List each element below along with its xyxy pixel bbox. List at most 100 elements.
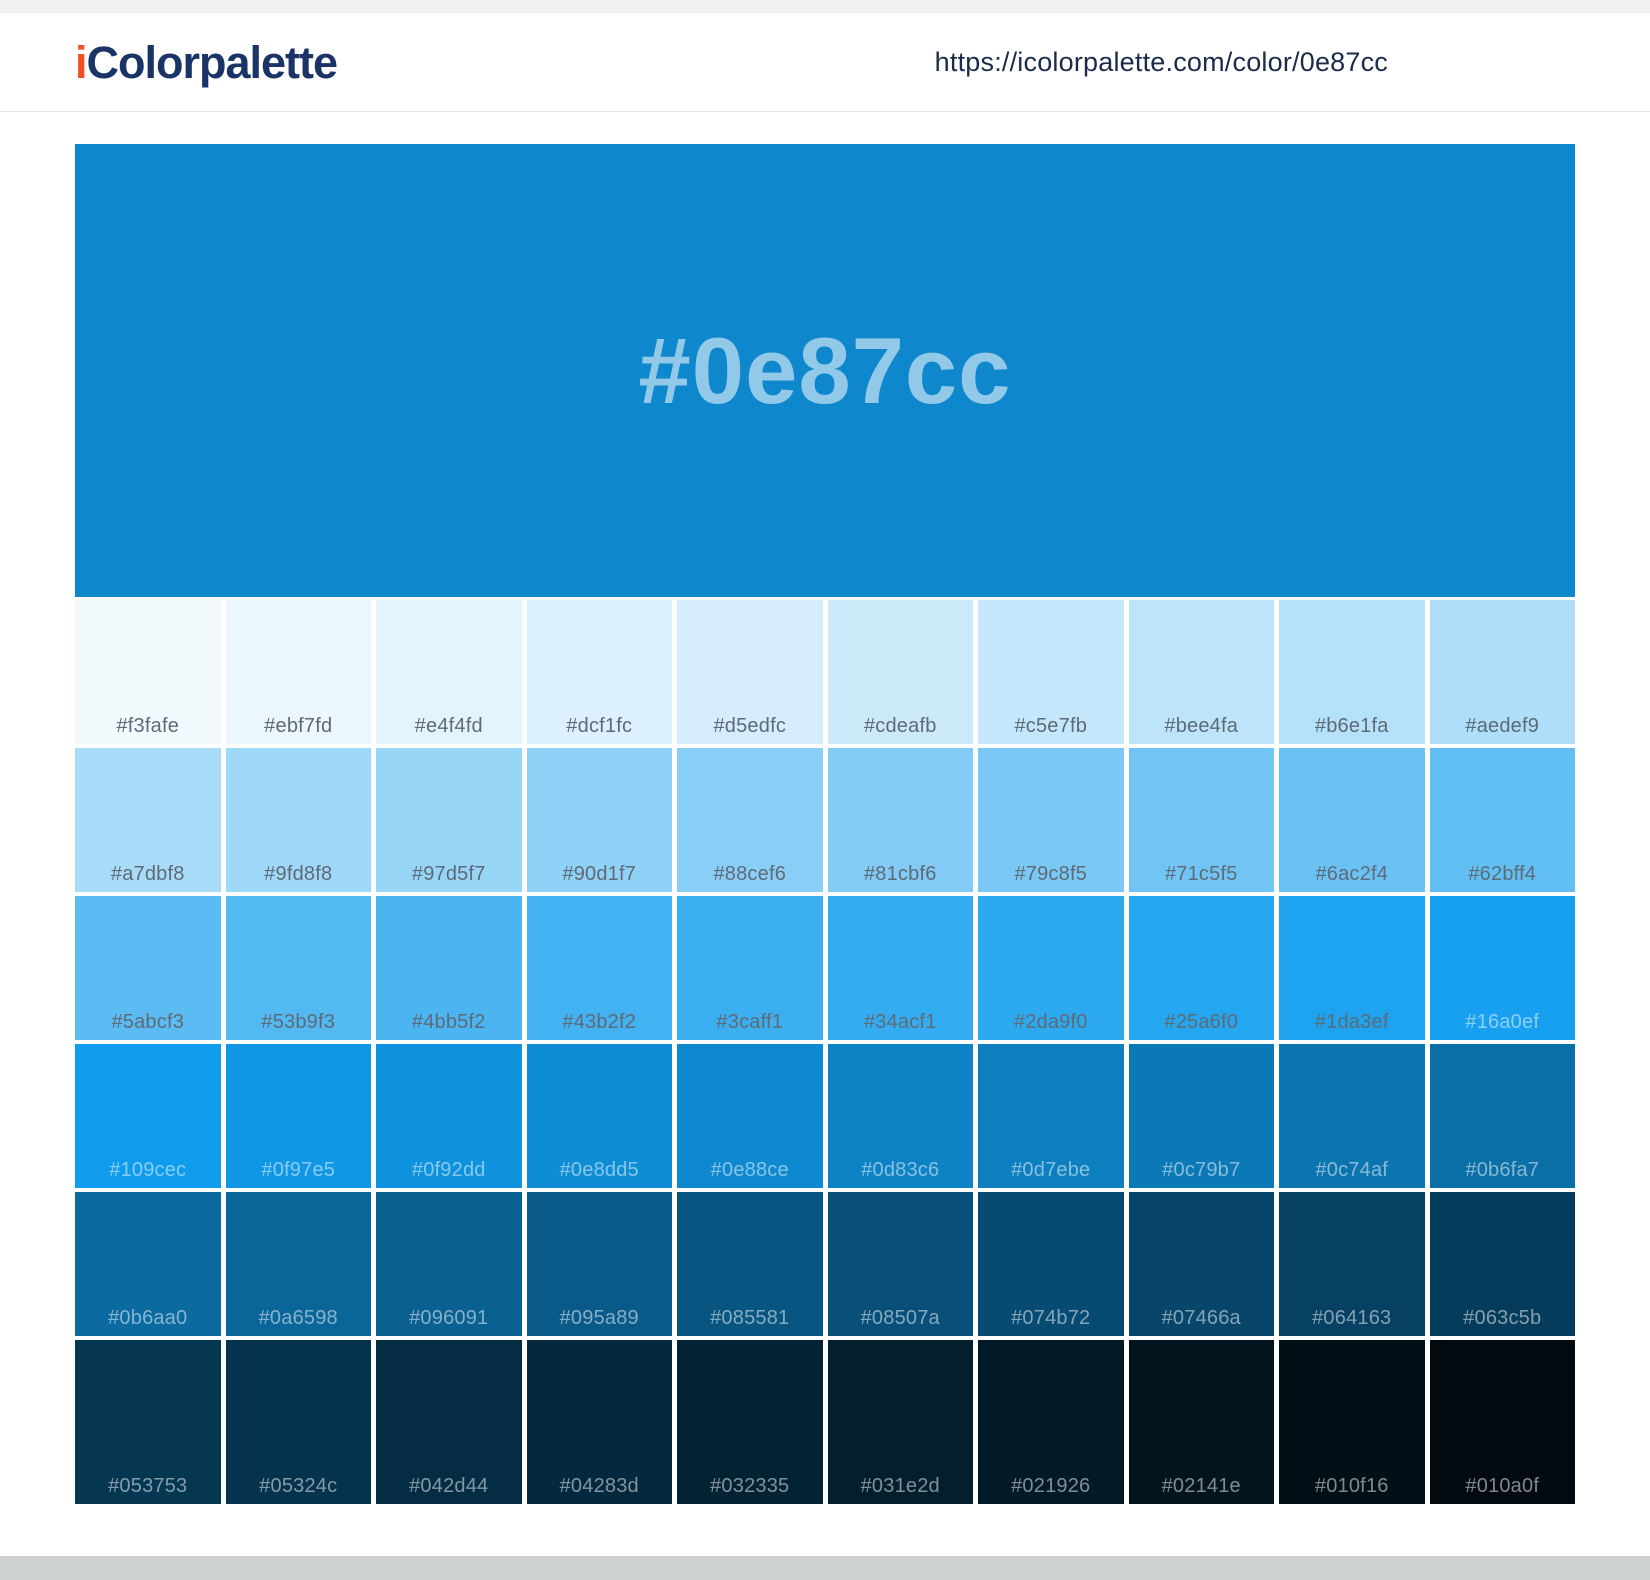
shade-hex-label: #010a0f xyxy=(1465,1475,1540,1497)
shade-hex-label: #e4f4fd xyxy=(414,715,483,737)
top-strip xyxy=(0,0,1650,13)
shade-swatch[interactable]: #08507a xyxy=(827,1192,973,1336)
shade-swatch[interactable]: #4bb5f2 xyxy=(376,896,522,1040)
shade-swatch[interactable]: #62bff4 xyxy=(1429,748,1575,892)
shade-swatch[interactable]: #04283d xyxy=(526,1340,672,1504)
shade-swatch[interactable]: #0f97e5 xyxy=(225,1044,371,1188)
shade-hex-label: #5abcf3 xyxy=(111,1011,185,1033)
shade-swatch[interactable]: #031e2d xyxy=(827,1340,973,1504)
shade-swatch[interactable]: #88cef6 xyxy=(677,748,823,892)
shade-swatch[interactable]: #05324c xyxy=(225,1340,371,1504)
shade-swatch[interactable]: #90d1f7 xyxy=(526,748,672,892)
shade-hex-label: #08507a xyxy=(860,1307,940,1329)
shade-hex-label: #aedef9 xyxy=(1465,715,1540,737)
shade-swatch[interactable]: #042d44 xyxy=(376,1340,522,1504)
shade-swatch[interactable]: #032335 xyxy=(677,1340,823,1504)
shade-swatch[interactable]: #71c5f5 xyxy=(1128,748,1274,892)
shade-swatch[interactable]: #c5e7fb xyxy=(978,600,1124,744)
shade-swatch[interactable]: #074b72 xyxy=(978,1192,1124,1336)
shade-swatch[interactable]: #064163 xyxy=(1279,1192,1425,1336)
shade-swatch[interactable]: #3caff1 xyxy=(677,896,823,1040)
shade-swatch[interactable]: #063c5b xyxy=(1429,1192,1575,1336)
shade-hex-label: #02141e xyxy=(1161,1475,1241,1497)
shade-swatch[interactable]: #0d83c6 xyxy=(827,1044,973,1188)
shade-hex-label: #053753 xyxy=(108,1475,188,1497)
shade-swatch[interactable]: #b6e1fa xyxy=(1279,600,1425,744)
shade-hex-label: #dcf1fc xyxy=(566,715,633,737)
shade-swatch[interactable]: #0c74af xyxy=(1279,1044,1425,1188)
shade-swatch[interactable]: #085581 xyxy=(677,1192,823,1336)
shade-swatch[interactable]: #0f92dd xyxy=(376,1044,522,1188)
shade-hex-label: #0a6598 xyxy=(258,1307,338,1329)
shade-hex-label: #04283d xyxy=(559,1475,639,1497)
shade-swatch[interactable]: #f3fafe xyxy=(75,600,221,744)
shade-swatch[interactable]: #1da3ef xyxy=(1279,896,1425,1040)
shade-swatch[interactable]: #0d7ebe xyxy=(978,1044,1124,1188)
shade-swatch[interactable]: #2da9f0 xyxy=(978,896,1124,1040)
shade-hex-label: #ebf7fd xyxy=(264,715,333,737)
shade-swatch[interactable]: #a7dbf8 xyxy=(75,748,221,892)
main-content: #0e87cc #f3fafe #ebf7fd #e4f4fd #dcf1fc #d5e… xyxy=(0,144,1650,1504)
shade-swatch[interactable]: #cdeafb xyxy=(827,600,973,744)
shade-hex-label: #032335 xyxy=(710,1475,790,1497)
shade-swatch[interactable]: #aedef9 xyxy=(1429,600,1575,744)
site-logo[interactable]: iColorpalette xyxy=(75,40,338,85)
shade-swatch[interactable]: #e4f4fd xyxy=(376,600,522,744)
shade-hex-label: #a7dbf8 xyxy=(110,863,185,885)
shade-swatch[interactable]: #053753 xyxy=(75,1340,221,1504)
shade-hex-label: #042d44 xyxy=(409,1475,489,1497)
shade-swatch[interactable]: #5abcf3 xyxy=(75,896,221,1040)
shade-swatch[interactable]: #010f16 xyxy=(1279,1340,1425,1504)
shade-swatch[interactable]: #ebf7fd xyxy=(225,600,371,744)
shade-hex-label: #16a0ef xyxy=(1465,1011,1540,1033)
shade-hex-label: #97d5f7 xyxy=(411,863,486,885)
shade-swatch[interactable]: #109cec xyxy=(75,1044,221,1188)
shade-swatch[interactable]: #07466a xyxy=(1128,1192,1274,1336)
shade-swatch[interactable]: #16a0ef xyxy=(1429,896,1575,1040)
shade-swatch[interactable]: #9fd8f8 xyxy=(225,748,371,892)
shade-hex-label: #0d7ebe xyxy=(1011,1159,1091,1181)
shade-hex-label: #0e88ce xyxy=(710,1159,789,1181)
shade-hex-label: #71c5f5 xyxy=(1164,863,1238,885)
shade-swatch[interactable]: #43b2f2 xyxy=(526,896,672,1040)
shade-swatch[interactable]: #6ac2f4 xyxy=(1279,748,1425,892)
shade-swatch[interactable]: #bee4fa xyxy=(1128,600,1274,744)
shade-swatch[interactable]: #dcf1fc xyxy=(526,600,672,744)
shade-swatch[interactable]: #096091 xyxy=(376,1192,522,1336)
shade-hex-label: #0e8dd5 xyxy=(559,1159,639,1181)
shade-swatch[interactable]: #0e88ce xyxy=(677,1044,823,1188)
shade-hex-label: #095a89 xyxy=(559,1307,639,1329)
shade-hex-label: #c5e7fb xyxy=(1014,715,1088,737)
shade-hex-label: #010f16 xyxy=(1314,1475,1389,1497)
shade-swatch[interactable]: #97d5f7 xyxy=(376,748,522,892)
shade-swatch[interactable]: #02141e xyxy=(1128,1340,1274,1504)
shade-hex-label: #81cbf6 xyxy=(863,863,937,885)
shade-swatch[interactable]: #0c79b7 xyxy=(1128,1044,1274,1188)
shade-hex-label: #bee4fa xyxy=(1164,715,1239,737)
shade-swatch[interactable]: #53b9f3 xyxy=(225,896,371,1040)
shade-swatch[interactable]: #34acf1 xyxy=(827,896,973,1040)
shade-swatch[interactable]: #81cbf6 xyxy=(827,748,973,892)
shade-swatch[interactable]: #095a89 xyxy=(526,1192,672,1336)
shade-hex-label: #25a6f0 xyxy=(1164,1011,1239,1033)
shade-swatch[interactable]: #79c8f5 xyxy=(978,748,1124,892)
shade-hex-label: #cdeafb xyxy=(863,715,937,737)
shade-swatch[interactable]: #0b6aa0 xyxy=(75,1192,221,1336)
shade-swatch[interactable]: #021926 xyxy=(978,1340,1124,1504)
shade-hex-label: #085581 xyxy=(710,1307,790,1329)
hero-color-block: #0e87cc xyxy=(75,144,1575,597)
shade-swatch[interactable]: #0e8dd5 xyxy=(526,1044,672,1188)
shade-hex-label: #34acf1 xyxy=(863,1011,937,1033)
shade-swatch[interactable]: #0a6598 xyxy=(225,1192,371,1336)
shade-hex-label: #b6e1fa xyxy=(1314,715,1389,737)
shade-hex-label: #0f92dd xyxy=(411,1159,486,1181)
shade-hex-label: #f3fafe xyxy=(116,715,180,737)
shade-swatch[interactable]: #25a6f0 xyxy=(1128,896,1274,1040)
shade-hex-label: #1da3ef xyxy=(1314,1011,1389,1033)
hero-hex-label: #0e87cc xyxy=(638,317,1012,423)
shade-swatch[interactable]: #0b6fa7 xyxy=(1429,1044,1575,1188)
site-header: iColorpalette https://icolorpalette.com/… xyxy=(0,13,1650,112)
shade-swatch[interactable]: #010a0f xyxy=(1429,1340,1575,1504)
shade-swatch[interactable]: #d5edfc xyxy=(677,600,823,744)
shade-hex-label: #3caff1 xyxy=(716,1011,784,1033)
